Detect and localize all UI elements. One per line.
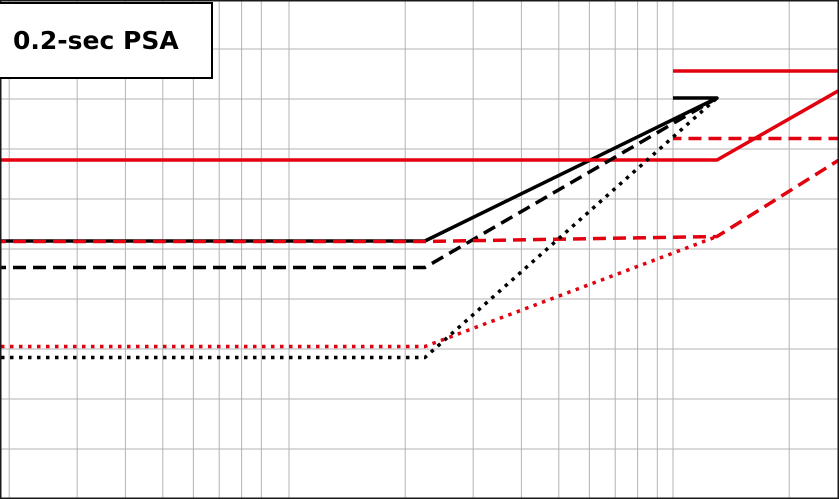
series-line-6	[0, 234, 718, 349]
chart-title: 0.2-sec PSA	[0, 2, 213, 79]
series-line-4	[0, 136, 839, 244]
series-line-5	[0, 96, 719, 360]
series-line-1	[0, 96, 719, 243]
series-line-3	[0, 96, 718, 270]
series-lines	[0, 69, 839, 360]
series-line-2	[0, 69, 839, 162]
